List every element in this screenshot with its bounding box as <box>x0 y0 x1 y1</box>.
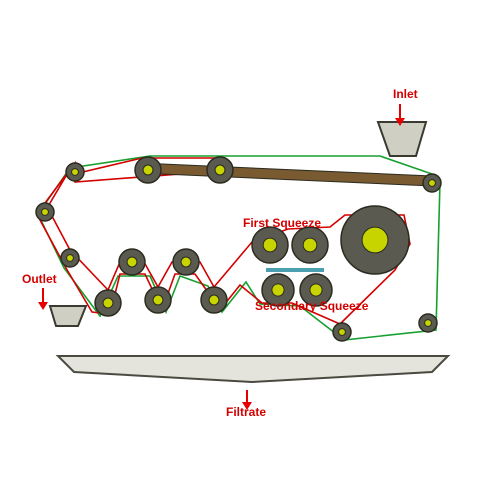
roller-wave-a-top <box>119 249 145 275</box>
roller-wave-d-bot <box>201 287 227 313</box>
outlet-label: Outlet <box>22 272 57 286</box>
roller-bot-right-sm <box>333 323 351 341</box>
roller-left-low2 <box>95 290 121 316</box>
roller-top-left-sm <box>66 163 84 181</box>
roller-first-sq-a <box>252 227 288 263</box>
inlet-label: Inlet <box>393 87 418 101</box>
squeeze-bar <box>266 268 324 272</box>
roller-top-far-sm <box>36 203 54 221</box>
roller-bot-far-right <box>419 314 437 332</box>
roller-right-upper-sm <box>423 174 441 192</box>
roller-left-low1 <box>61 249 79 267</box>
roller-first-sq-b <box>292 227 328 263</box>
roller-wave-c-top <box>173 249 199 275</box>
roller-wave-b-bot <box>145 287 171 313</box>
first_squeeze-label: First Squeeze <box>243 216 321 230</box>
roller-top-mid2 <box>207 157 233 183</box>
secondary_squeeze-label: Secondary Squeeze <box>255 299 369 313</box>
roller-big-drive <box>341 206 409 274</box>
roller-top-mid1 <box>135 157 161 183</box>
belt-press-diagram: InletOutletFiltrateFirst SqueezeSecondar… <box>0 0 500 500</box>
